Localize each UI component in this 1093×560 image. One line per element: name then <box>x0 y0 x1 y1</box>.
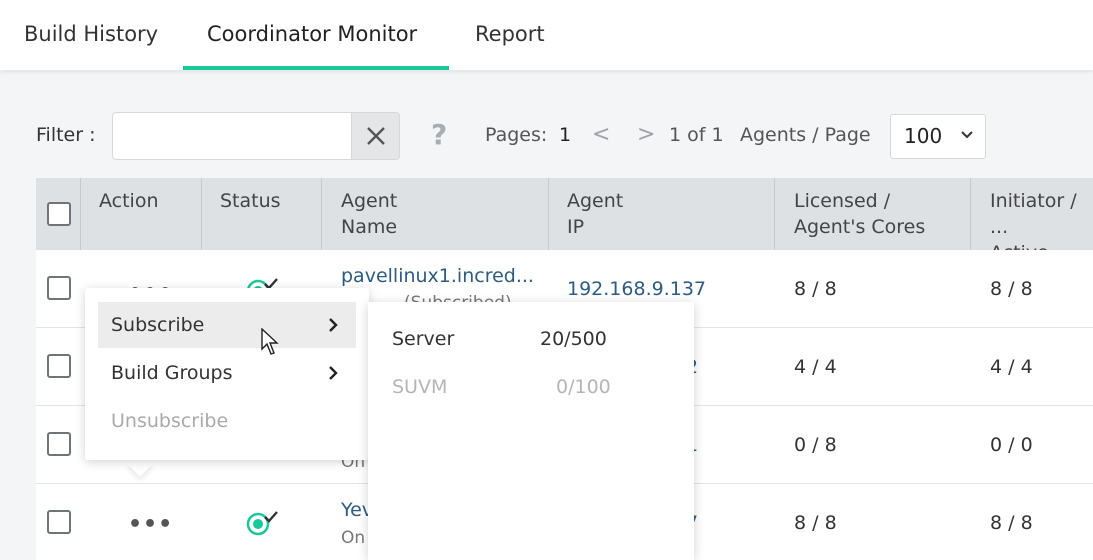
submenu-item-server[interactable]: Server <box>392 328 455 350</box>
header-licensed-cores[interactable]: Licensed / Agent's Cores <box>794 190 926 238</box>
prev-page-button[interactable]: < <box>592 122 611 147</box>
menu-item-unsubscribe: Unsubscribe <box>111 410 229 432</box>
filter-input[interactable] <box>112 112 352 160</box>
agent-ip-link[interactable]: 192.168.9.137 <box>567 278 707 300</box>
initiator-cores: 4 / 4 <box>990 356 1033 378</box>
per-page-label: Agents / Page <box>740 124 871 146</box>
close-icon <box>366 127 385 145</box>
row-checkbox[interactable] <box>47 510 71 534</box>
subscribe-submenu: Server 20/500 SUVM 0/100 <box>368 302 694 560</box>
select-all-checkbox[interactable] <box>47 202 71 226</box>
licensed-cores: 8 / 8 <box>794 512 837 534</box>
column-divider <box>970 178 971 250</box>
agent-name-link[interactable]: Yev <box>341 499 374 521</box>
column-divider <box>80 178 81 250</box>
mouse-cursor-icon <box>261 328 279 355</box>
page-count: 1 of 1 <box>669 124 724 146</box>
column-divider <box>321 178 322 250</box>
licensed-cores: 0 / 8 <box>794 434 837 456</box>
initiator-cores: 0 / 0 <box>990 434 1033 456</box>
header-action[interactable]: Action <box>99 190 159 212</box>
tab-coordinator-monitor[interactable]: Coordinator Monitor <box>207 22 418 46</box>
filter-label: Filter : <box>36 124 96 146</box>
menu-item-build-groups[interactable]: Build Groups <box>98 350 356 396</box>
licensed-cores: 4 / 4 <box>794 356 837 378</box>
suvm-license-count: 0/100 <box>556 376 611 398</box>
menu-item-subscribe[interactable]: Subscribe <box>98 302 356 348</box>
next-page-button[interactable]: > <box>637 122 656 147</box>
active-tab-indicator <box>183 66 449 70</box>
online-status-icon <box>246 511 278 536</box>
licensed-cores: 8 / 8 <box>794 278 837 300</box>
chevron-right-icon <box>329 366 338 380</box>
row-checkbox[interactable] <box>47 354 71 378</box>
per-page-value: 100 <box>904 124 943 148</box>
chevron-right-icon <box>329 318 338 332</box>
agent-name-link[interactable]: pavellinux1.incred... <box>341 265 534 287</box>
agent-action-menu: Subscribe Build Groups Unsubscribe <box>85 288 369 460</box>
filter-clear-button[interactable] <box>351 112 400 160</box>
table-header: Action Status Agent Name Agent IP Licensed… <box>36 178 1093 290</box>
server-license-count: 20/500 <box>540 328 607 350</box>
chevron-down-icon <box>961 131 973 139</box>
tab-report[interactable]: Report <box>475 22 545 46</box>
current-page: 1 <box>559 124 572 146</box>
tab-build-history[interactable]: Build History <box>24 22 159 46</box>
action-menu-button[interactable]: ••• <box>128 512 174 537</box>
agent-state: On <box>341 528 366 548</box>
header-agent-ip[interactable]: Agent IP <box>567 190 624 238</box>
initiator-cores: 8 / 8 <box>990 512 1033 534</box>
column-divider <box>548 178 549 250</box>
submenu-item-suvm: SUVM <box>392 376 448 398</box>
row-checkbox[interactable] <box>47 276 71 300</box>
tab-bar: Build History Coordinator Monitor Report <box>0 0 1093 70</box>
header-agent-name[interactable]: Agent Name <box>341 190 398 238</box>
pages-label: Pages: <box>485 124 548 146</box>
column-divider <box>774 178 775 250</box>
per-page-select[interactable]: 100 <box>890 114 986 159</box>
initiator-cores: 8 / 8 <box>990 278 1033 300</box>
header-initiator-cores[interactable]: Initiator / ...Active Cores <box>990 190 1077 290</box>
column-divider <box>201 178 202 250</box>
row-checkbox[interactable] <box>47 432 71 456</box>
header-status[interactable]: Status <box>220 190 281 212</box>
help-icon[interactable]: ? <box>431 118 448 151</box>
